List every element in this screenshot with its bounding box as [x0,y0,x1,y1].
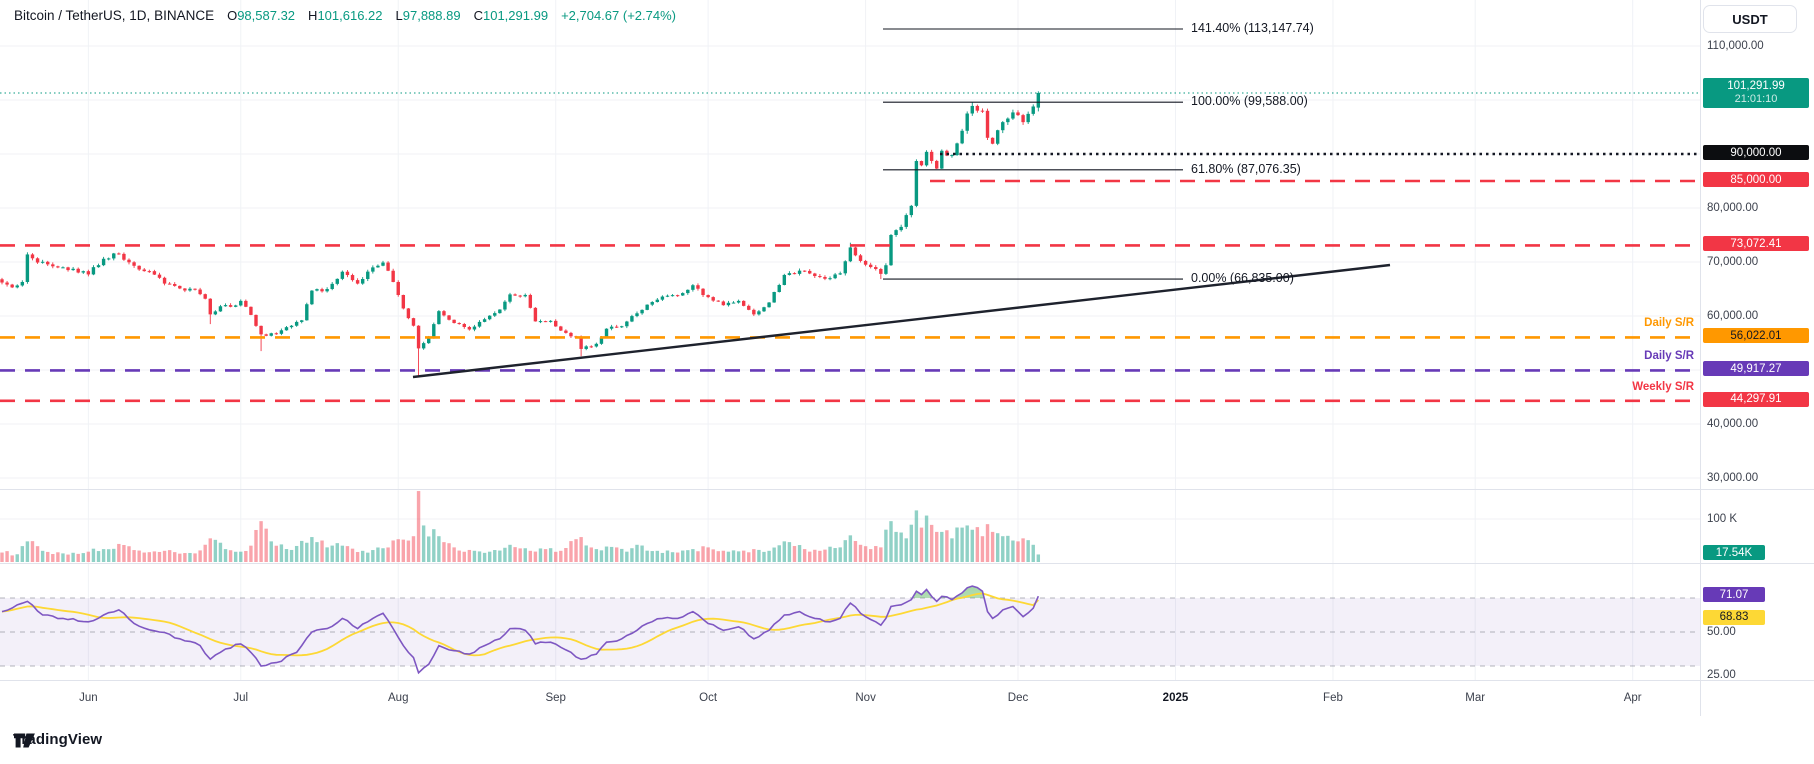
trend-line[interactable] [412,263,1391,379]
ohlc-open: O98,587.32 [227,8,296,23]
rsi-axis-label: 25.00 [1707,668,1736,681]
time-axis-label: Oct [699,692,718,704]
sr-line-label: Weekly S/R [1632,380,1694,393]
rsi-ma-badge: 68.83 [1703,609,1765,625]
tradingview-logo-text: TradingView [13,731,103,748]
bar-countdown: 21:01:10 [1734,93,1778,106]
grid-lines [0,0,1700,680]
time-axis-label: Feb [1323,692,1343,704]
price-level-badge: 49,917.27 [1703,361,1809,377]
volume-axis-label: 100 K [1707,513,1738,525]
sr-line-label: Daily S/R [1644,317,1694,330]
rsi-line [1,585,1040,675]
time-axis-label: Aug [388,692,409,704]
price-level-badge: 56,022.01 [1703,328,1809,344]
price-level-badge: 44,297.91 [1703,391,1809,407]
price-axis-label: 70,000.00 [1707,256,1759,268]
fib-retracement[interactable] [883,28,1183,280]
time-axis-label: Nov [855,692,876,704]
tradingview-logo-icon [14,733,35,748]
pane-separators[interactable] [0,0,1814,716]
ohlc-close: C101,291.99 [473,8,549,23]
price-axis-label: 110,000.00 [1707,40,1764,52]
sr-line-label: Daily S/R [1644,350,1694,363]
rsi-current-badge: 71.07 [1703,587,1765,603]
support-resistance-lines[interactable] [0,179,1700,403]
chart-legend[interactable]: Bitcoin / TetherUS, 1D, BINANCE O98,587.… [14,8,676,23]
time-axis-label: Dec [1007,692,1029,704]
currency-toggle-button[interactable]: USDT [1703,5,1797,33]
volume-current-badge: 17.54K [1703,545,1765,561]
price-axis-label: 80,000.00 [1707,202,1759,214]
rsi-ma-line [1,592,1039,657]
price-axis-label: 60,000.00 [1707,310,1759,322]
price-level-badge: 90,000.00 [1703,145,1809,160]
fib-level-label[interactable]: 0.00% (66,835.00) [1191,271,1294,286]
ohlc-high: H101,616.22 [308,8,383,23]
symbol-title[interactable]: Bitcoin / TetherUS, 1D, BINANCE [14,8,215,23]
time-axis-label: Apr [1623,692,1642,704]
time-axis-label: Jul [233,692,249,704]
fib-level-label[interactable]: 141.40% (113,147.74) [1191,21,1314,35]
price-level-badge: 73,072.41 [1703,236,1809,252]
chart-plot-area[interactable] [0,0,1814,716]
time-axis-label: Mar [1465,692,1486,704]
tradingview-branding[interactable]: TradingView [13,731,102,748]
current-price-badge: 101,291.99 21:01:10 [1703,78,1809,109]
time-axis-label: 2025 [1162,692,1189,704]
price-axis-label: 40,000.00 [1707,418,1759,430]
time-axis-label: Sep [545,692,566,704]
fib-level-label[interactable]: 61.80% (87,076.35) [1191,161,1301,176]
price-axis-label: 30,000.00 [1707,472,1759,484]
candlestick-series [0,91,1041,376]
current-price-value: 101,291.99 [1727,80,1785,93]
time-axis-label: Jun [79,692,98,704]
ohlc-low: L97,888.89 [395,8,461,23]
volume-series [0,491,1041,562]
fib-level-label[interactable]: 100.00% (99,588.00) [1191,94,1308,109]
price-level-badge: 85,000.00 [1703,172,1809,187]
change-value: +2,704.67 (+2.74%) [561,8,676,23]
rsi-axis-label: 50.00 [1707,626,1736,638]
